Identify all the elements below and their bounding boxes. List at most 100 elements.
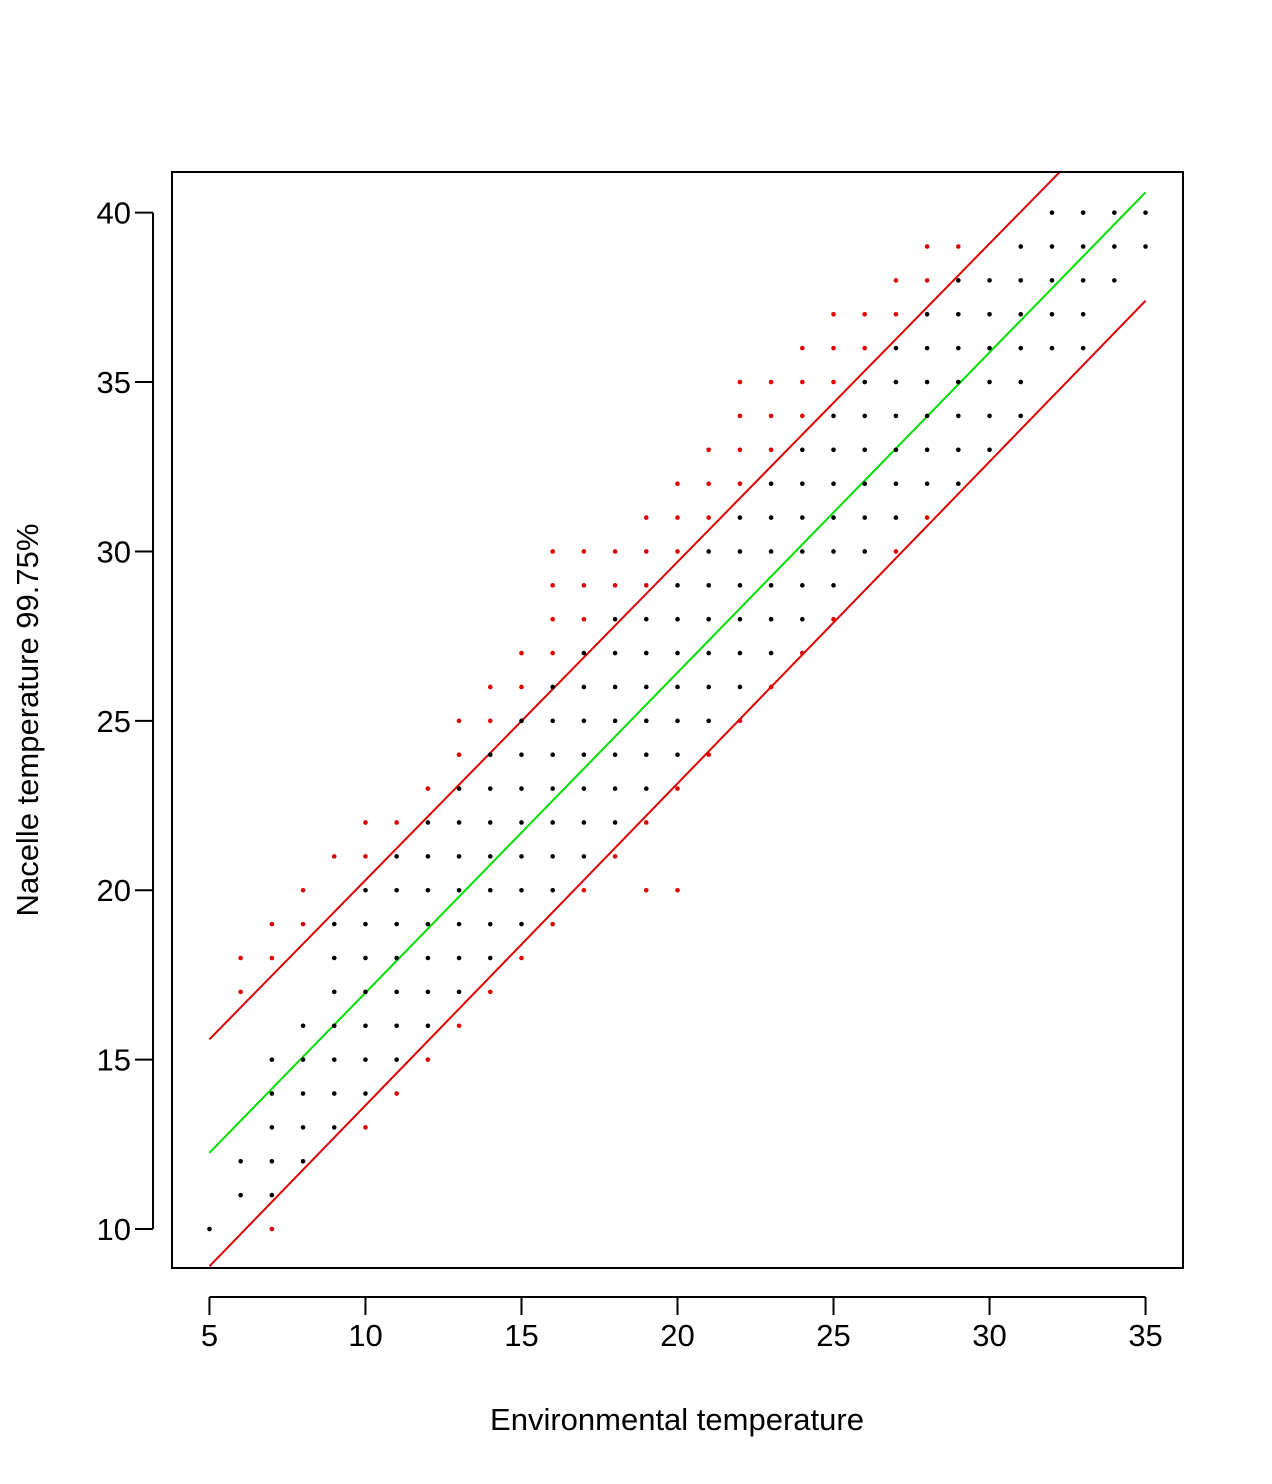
outlier-point <box>893 278 899 283</box>
data-point <box>612 684 618 690</box>
data-point <box>643 650 649 656</box>
data-point <box>331 1023 337 1029</box>
data-point <box>643 718 649 724</box>
outlier-point <box>706 447 712 453</box>
data-point <box>862 515 868 520</box>
data-point <box>706 583 712 588</box>
data-point <box>394 1023 399 1029</box>
data-point <box>269 1091 275 1096</box>
outlier-point <box>550 921 555 927</box>
outlier-point <box>800 379 805 385</box>
data-point <box>643 616 649 622</box>
data-point <box>768 549 774 554</box>
data-point <box>924 413 930 419</box>
outlier-point <box>394 1091 399 1096</box>
data-point <box>394 955 399 961</box>
outlier-point <box>893 549 899 554</box>
data-point <box>207 1226 212 1232</box>
data-point <box>956 413 961 419</box>
data-point <box>800 481 805 486</box>
outlier-point <box>706 515 712 520</box>
outlier-point <box>269 921 275 927</box>
x-tick-label: 35 <box>1128 1318 1162 1353</box>
data-point <box>1080 345 1086 351</box>
x-tick-label: 25 <box>816 1318 850 1353</box>
data-point <box>800 583 805 588</box>
data-point <box>425 820 431 825</box>
data-point <box>456 955 462 961</box>
outlier-point <box>768 413 774 419</box>
y-tick-label: 15 <box>97 1043 131 1078</box>
data-point <box>519 820 524 825</box>
data-point <box>737 549 743 554</box>
outlier-point <box>269 955 275 961</box>
data-point <box>831 549 836 554</box>
x-tick-label: 10 <box>348 1318 382 1353</box>
data-point <box>363 1023 368 1029</box>
outlier-point <box>643 887 649 893</box>
data-point <box>831 447 836 453</box>
data-point <box>706 650 712 656</box>
y-tick-label: 25 <box>97 704 131 739</box>
data-point <box>862 549 868 554</box>
outlier-point <box>269 1226 275 1232</box>
data-point <box>300 1091 306 1096</box>
data-point <box>1080 278 1086 283</box>
data-point <box>987 278 992 283</box>
fit-line <box>208 191 1147 1154</box>
data-point <box>1049 311 1055 317</box>
data-point <box>893 379 899 385</box>
data-point <box>862 413 868 419</box>
data-point <box>363 1057 368 1062</box>
data-point <box>675 616 680 622</box>
data-point <box>1018 379 1024 385</box>
data-point <box>363 921 368 927</box>
data-point <box>987 447 992 453</box>
data-point <box>394 989 399 995</box>
data-point <box>331 921 337 927</box>
data-point <box>581 786 587 791</box>
data-point <box>956 447 961 453</box>
data-point <box>550 854 555 859</box>
data-point <box>956 278 961 283</box>
data-point <box>987 379 992 385</box>
data-point <box>1112 244 1117 249</box>
outlier-point <box>643 515 649 520</box>
y-axis: 10 15 20 25 30 35 40 <box>97 196 154 1247</box>
data-point <box>394 1057 399 1062</box>
data-point <box>363 989 368 995</box>
data-point <box>550 820 555 825</box>
data-point <box>893 345 899 351</box>
y-tick-label: 30 <box>97 534 131 569</box>
data-point <box>612 820 618 825</box>
data-point <box>487 752 493 758</box>
data-point <box>706 549 712 554</box>
outlier-point <box>737 718 743 724</box>
data-point <box>987 311 992 317</box>
outlier-point <box>675 887 680 893</box>
data-point <box>737 616 743 622</box>
data-point <box>862 481 868 486</box>
data-point <box>768 481 774 486</box>
data-point <box>675 583 680 588</box>
data-point <box>737 515 743 520</box>
data-point <box>924 447 930 453</box>
outlier-point <box>519 955 524 961</box>
data-point <box>331 1125 337 1130</box>
data-point <box>238 1158 243 1164</box>
data-point <box>363 955 368 961</box>
outlier-point <box>612 854 618 859</box>
data-point <box>612 786 618 791</box>
data-point <box>519 854 524 859</box>
data-point <box>487 820 493 825</box>
data-point <box>300 1158 306 1164</box>
data-point <box>831 583 836 588</box>
data-point <box>612 752 618 758</box>
data-point <box>831 481 836 486</box>
outlier-point <box>831 616 836 622</box>
data-point <box>737 650 743 656</box>
outlier-point <box>924 278 930 283</box>
data-point <box>675 752 680 758</box>
data-point <box>581 854 587 859</box>
data-point <box>456 786 462 791</box>
